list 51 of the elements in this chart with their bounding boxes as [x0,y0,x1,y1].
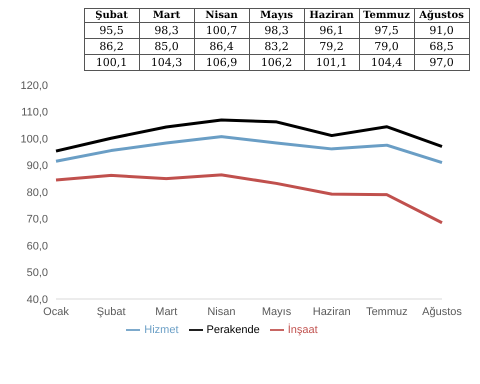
line-series [54,173,444,224]
data-label: 104,3 [139,54,194,70]
category-label: Mart [152,10,180,21]
category-label: Mayıs [260,10,293,21]
y-tick-label: 50,0 [26,267,48,280]
x-tick-label: Mart [155,306,178,318]
data-label: 106,2 [249,54,304,70]
data-label: 79,0 [359,38,414,54]
y-tick-label: 110,0 [21,106,48,119]
x-tick-label: Şubat [96,306,126,318]
x-tick-label: Mayıs [262,306,292,318]
data-label: 86,4 [194,38,250,54]
data-label: 106,9 [194,54,250,70]
data-label: 100,1 [84,54,140,70]
data-label: 98,3 [139,22,194,38]
data-label: 101,1 [304,54,360,70]
line-series [54,135,444,164]
data-label: 97,0 [414,54,470,70]
y-tick-label: 70,0 [26,214,48,226]
category-label: Haziran [309,10,354,21]
y-tick-label: 100,0 [20,133,48,146]
data-label: 83,2 [249,38,304,54]
data-label: 100,7 [194,22,250,38]
legend-label: Hizmet [144,324,179,336]
data-label: 91,0 [414,22,470,38]
x-tick-label: Haziran [312,306,351,318]
x-tick-label: Ocak [43,306,70,318]
data-label: 68,5 [414,38,470,54]
category-label: Şubat [95,10,128,21]
category-label: Nisan [205,10,238,21]
y-tick-label: 60,0 [26,240,48,252]
x-tick-label: Ağustos [422,306,462,318]
category-label: Ağustos [419,10,464,21]
x-tick-label: Nisan [207,306,236,318]
y-tick-label: 80,0 [26,186,48,199]
data-label: 79,2 [304,38,360,54]
legend-label: Perakende [206,324,260,336]
data-label: 97,5 [359,22,414,38]
data-label: 85,0 [139,38,194,54]
data-label: 104,4 [359,54,414,70]
y-tick-label: 120,0 [20,80,48,92]
data-label: 96,1 [304,22,360,38]
line-series [54,118,444,153]
data-label: 98,3 [249,22,304,38]
data-label: 95,5 [84,22,140,38]
y-tick-label: 40,0 [26,294,48,306]
data-label: 86,2 [84,38,140,54]
category-label: Temmuz [363,10,410,21]
y-tick-label: 90,0 [26,160,48,172]
legend-label: İnşaat [288,324,318,336]
x-tick-label: Temmuz [366,306,408,318]
